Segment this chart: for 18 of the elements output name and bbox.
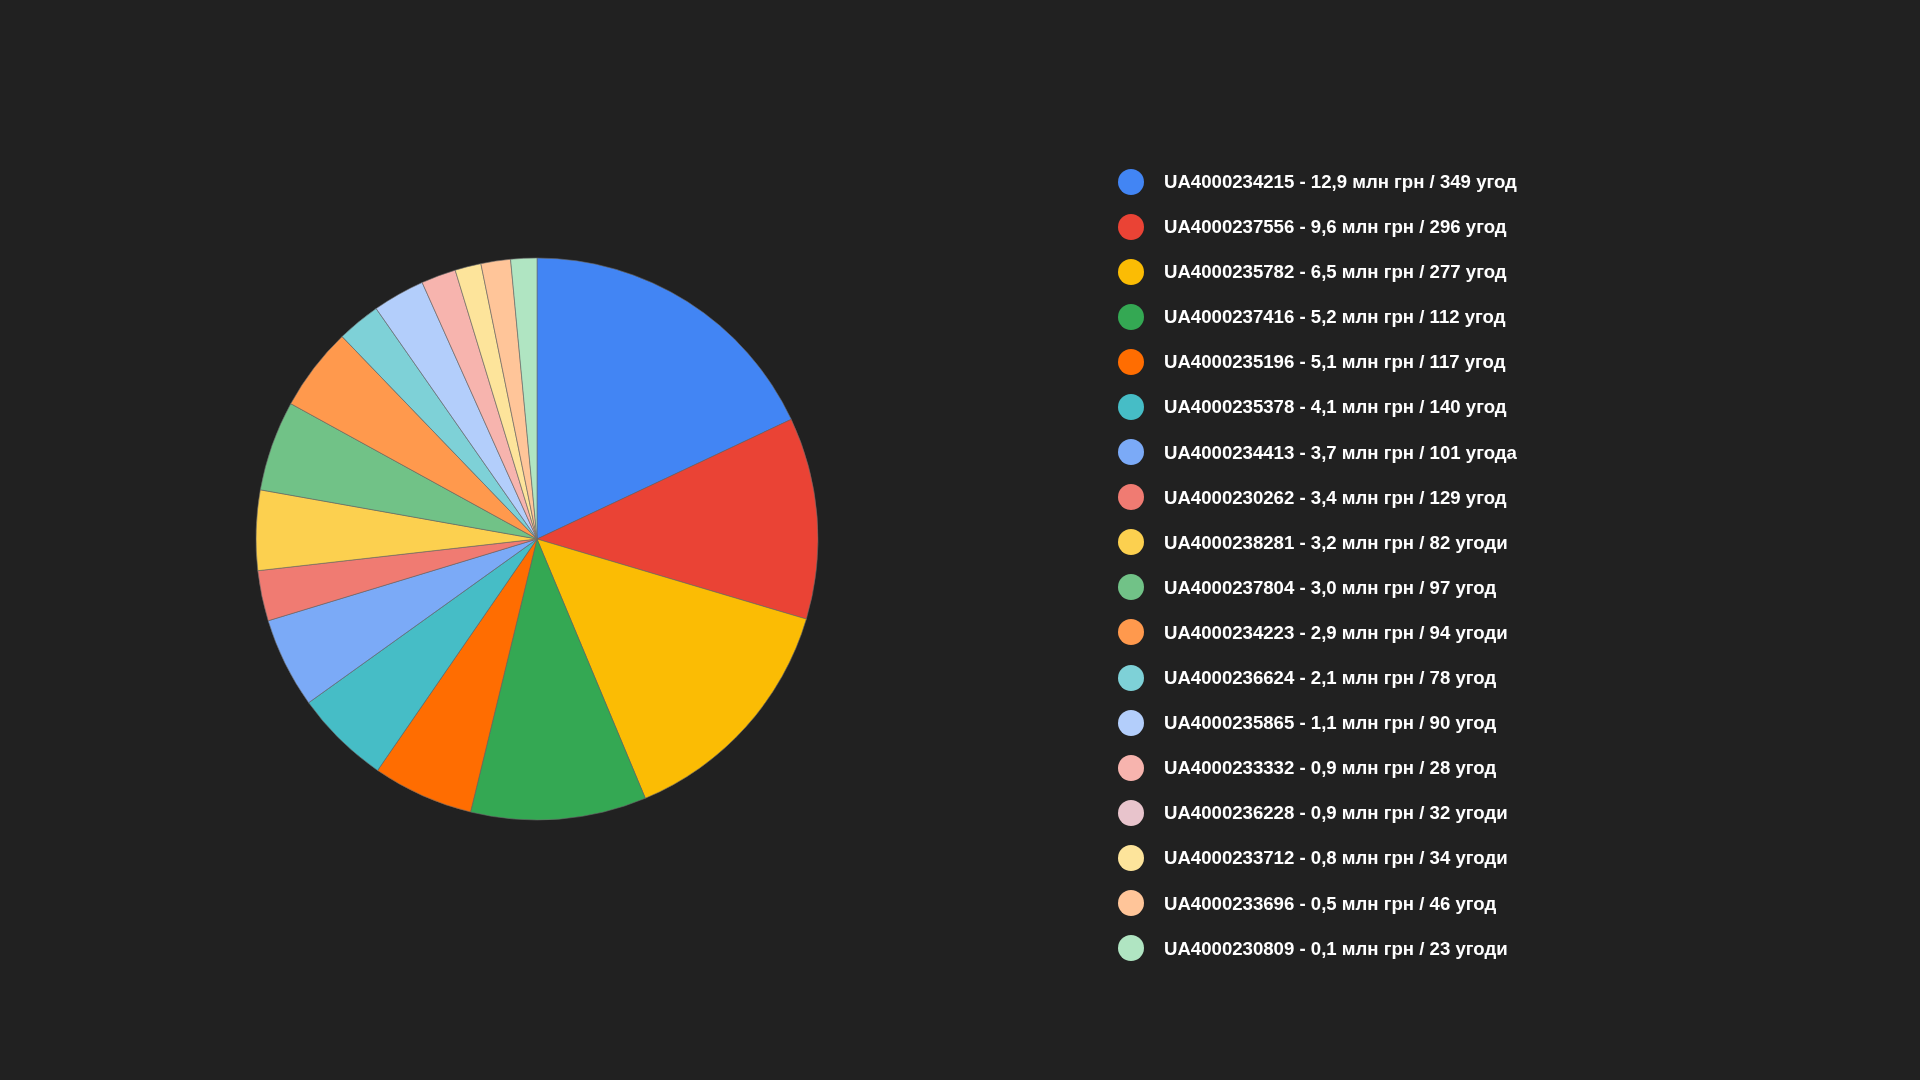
legend-label: UA4000235196 - 5,1 млн грн / 117 угод xyxy=(1164,351,1506,373)
legend-label: UA4000234413 - 3,7 млн грн / 101 угода xyxy=(1164,441,1517,463)
legend-label: UA4000230262 - 3,4 млн грн / 129 угод xyxy=(1164,486,1507,508)
legend-label: UA4000233712 - 0,8 млн грн / 34 угоди xyxy=(1164,847,1508,869)
legend-label: UA4000237416 - 5,2 млн грн / 112 угод xyxy=(1164,306,1506,328)
legend-label: UA4000235782 - 6,5 млн грн / 277 угод xyxy=(1164,261,1507,283)
legend-label: UA4000230809 - 0,1 млн грн / 23 угоди xyxy=(1164,937,1508,959)
legend-label: UA4000233696 - 0,5 млн грн / 46 угод xyxy=(1164,892,1497,914)
legend-label: UA4000235865 - 1,1 млн грн / 90 угод xyxy=(1164,712,1497,734)
legend-label: UA4000236624 - 2,1 млн грн / 78 угод xyxy=(1164,667,1497,689)
legend-label: UA4000233332 - 0,9 млн грн / 28 угод xyxy=(1164,757,1497,779)
legend-label: UA4000235378 - 4,1 млн грн / 140 угод xyxy=(1164,396,1507,418)
legend-label: UA4000234215 - 12,9 млн грн / 349 угод xyxy=(1164,171,1517,192)
legend-label: UA4000236228 - 0,9 млн грн / 32 угоди xyxy=(1164,802,1508,824)
legend-label: UA4000237804 - 3,0 млн грн / 97 угод xyxy=(1164,576,1497,598)
legend-label: UA4000238281 - 3,2 млн грн / 82 угоди xyxy=(1164,531,1508,553)
legend-label: UA4000237556 - 9,6 млн грн / 296 угод xyxy=(1164,216,1507,238)
legend-label: UA4000234223 - 2,9 млн грн / 94 угоди xyxy=(1164,621,1508,643)
